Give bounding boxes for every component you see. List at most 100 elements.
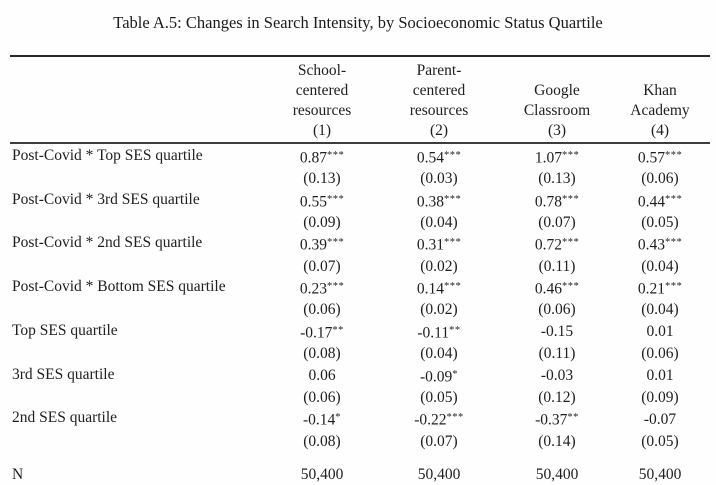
coef-value: 0.39 [299,237,327,255]
significance-stars: ** [449,324,461,336]
column-header-line: Google [534,82,580,99]
column-header-2: Parent-centered resources (2) [374,56,504,144]
se-row: (0.06) (0.02) (0.06) (0.04) [10,300,710,321]
coef-value: 0.14 [416,280,444,298]
coef-row: 3rd SES quartile 0.06 -0.09* -0.03 0.01 [10,365,710,388]
significance-stars: *** [664,193,683,205]
significance-stars: *** [561,150,580,161]
table-header: School-centered resources (1) Parent-center… [10,56,710,144]
coef-value: 0.21 [637,280,665,298]
se-row: (0.13) (0.03) (0.13) (0.06) [10,169,710,190]
column-header-4: Khan Academy (4) [610,56,710,144]
significance-stars: *** [443,281,462,293]
coef-cell: -0.37** [504,408,610,431]
observations-value: 50,400 [300,466,344,484]
coef-cell: 0.38*** [374,190,504,213]
significance-stars: *** [664,281,683,293]
coef-value: 0.55 [299,193,327,211]
se-cell: (0.08) [303,345,341,363]
observations-label: N [12,466,24,484]
coef-cell: 0.44*** [610,190,710,213]
se-row: (0.07) (0.02) (0.11) (0.04) [10,257,710,278]
se-cell: (0.05) [641,213,679,231]
se-row: (0.08) (0.04) (0.11) (0.06) [10,344,710,365]
se-cell: (0.04) [641,301,679,319]
se-cell: (0.14) [538,432,576,450]
significance-stars: *** [561,237,580,249]
coef-cell: -0.11** [374,321,504,344]
header-label-cell [10,56,270,144]
coef-value: 0.46 [534,280,562,298]
column-header-line: (4) [650,122,670,139]
coef-cell: 0.39*** [270,233,374,256]
column-header-1: School-centered resources (1) [270,56,374,144]
coef-value: 0.78 [534,193,562,211]
se-cell: (0.07) [303,257,341,275]
coef-cell: -0.17** [270,321,374,344]
coef-cell: -0.03 [504,365,610,388]
se-cell: (0.02) [420,257,458,275]
coef-cell: 0.54*** [374,143,504,169]
coef-value: -0.07 [643,410,677,428]
column-header-line: (1) [312,122,332,139]
coef-value: 0.06 [308,366,336,384]
se-cell: (0.12) [538,388,576,406]
column-header-line: School- [297,62,347,79]
se-cell: (0.04) [420,213,458,231]
column-header-line: resources [409,102,469,119]
column-header-3: Google Classroom (3) [504,56,610,144]
se-cell: (0.06) [538,301,576,319]
spacer-row [10,452,710,464]
se-cell: (0.08) [303,432,341,450]
coef-value: 0.23 [299,280,327,298]
significance-stars: *** [561,281,580,293]
significance-stars: *** [326,150,345,161]
significance-stars: * [335,412,342,424]
observations-row: N 50,400 50,400 50,400 50,400 [10,464,710,485]
coef-value: 0.38 [416,193,444,211]
coef-cell: 0.43*** [610,233,710,256]
coef-cell: 0.78*** [504,190,610,213]
table-title: Table A.5: Changes in Search Intensity, … [113,13,603,32]
se-cell: (0.09) [303,213,341,231]
significance-stars: *** [326,193,345,205]
significance-stars: *** [443,150,462,161]
coef-cell: -0.14* [270,408,374,431]
se-cell: (0.02) [420,301,458,319]
significance-stars: *** [664,150,683,161]
coef-value: 0.01 [646,366,674,384]
coef-value: 0.31 [416,237,444,255]
coef-cell: 0.46*** [504,277,610,300]
row-label: Top SES quartile [12,321,118,339]
se-cell: (0.06) [641,170,679,188]
column-header-line: resources [292,102,352,119]
column-header-line: centered [412,82,466,99]
se-cell: (0.06) [303,388,341,406]
coef-cell: 0.57*** [610,143,710,169]
se-row: (0.08) (0.07) (0.14) (0.05) [10,432,710,453]
coef-value: 0.44 [637,193,665,211]
row-label: Post-Covid * 3rd SES quartile [12,190,200,208]
significance-stars: * [452,368,459,380]
coef-row: Post-Covid * 3rd SES quartile 0.55*** 0.38… [10,190,710,213]
significance-stars: ** [567,412,579,424]
se-row: (0.06) (0.05) (0.12) (0.09) [10,388,710,409]
se-cell: (0.05) [420,388,458,406]
regression-table: School-centered resources (1) Parent-center… [10,55,710,485]
significance-stars: *** [446,412,464,424]
se-cell: (0.11) [538,257,576,275]
coef-cell: 0.87*** [270,143,374,169]
coef-value: -0.22 [414,412,447,430]
column-header-line: centered [295,82,349,99]
coef-value: 0.43 [637,237,665,255]
observations-value: 50,400 [638,466,682,484]
se-cell: (0.04) [641,257,679,275]
row-label: Post-Covid * 2nd SES quartile [12,234,203,252]
se-cell: (0.07) [538,213,576,231]
coef-value: 0.54 [416,149,444,167]
significance-stars: *** [443,237,462,249]
se-cell: (0.09) [641,388,679,406]
coef-value: -0.17 [300,324,333,342]
coef-cell: -0.09* [374,365,504,388]
se-cell: (0.03) [420,170,458,188]
